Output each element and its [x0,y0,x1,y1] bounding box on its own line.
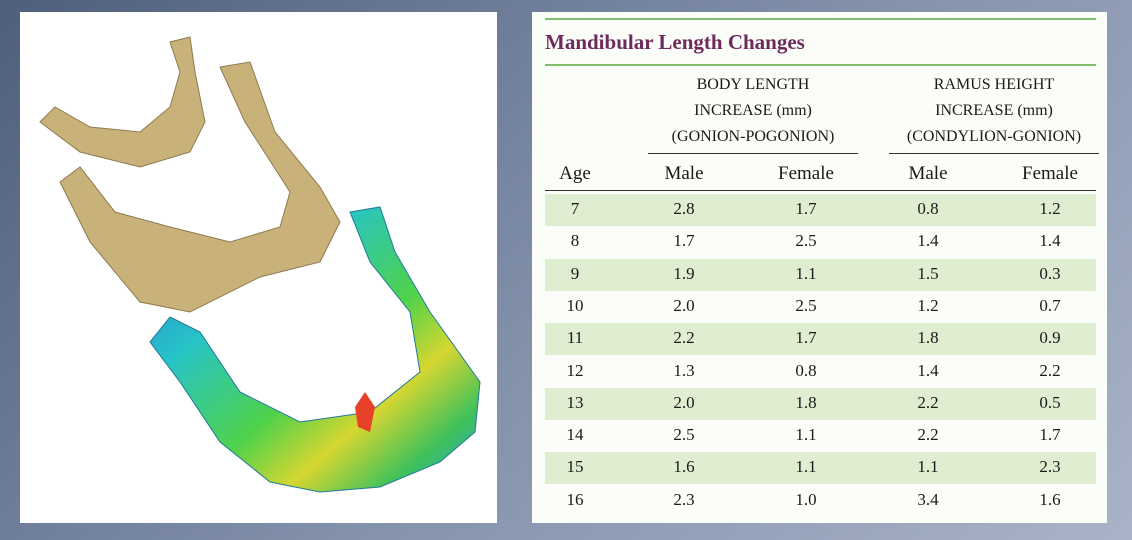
group-header-line: (CONDYLION-GONION) [906,128,1082,145]
table-cell: 2.3 [673,489,695,509]
table-cell: 1.9 [673,263,695,283]
table-cell: 1.0 [795,489,817,509]
group-header-line: BODY LENGTH [696,76,810,93]
table-cell: 12 [566,360,584,380]
table-cell: 1.6 [1039,489,1061,509]
table-panel: Mandibular Length Changes BODY LENGTH INC… [532,12,1107,523]
table-cell: 1.2 [917,295,939,315]
column-header: Male [908,163,948,184]
row-stripe [545,323,1096,356]
table-cell: 2.5 [673,425,695,445]
table-cell: 10 [566,295,584,315]
table-cell: 13 [566,392,584,412]
table-cell: 2.2 [917,392,939,412]
table-cell: 0.7 [1039,295,1061,315]
table-cell: 2.5 [795,295,817,315]
group-header-line: INCREASE (mm) [694,102,812,119]
column-header: Female [778,163,834,184]
heat-spot [355,392,375,432]
group-header-line: RAMUS HEIGHT [933,76,1055,93]
table-cell: 11 [566,328,584,348]
table-cell: 2.0 [673,295,695,315]
mandible-heatmap [149,206,481,493]
table-cell: 1.7 [1039,425,1061,445]
mandible-image [20,12,497,523]
top-rule [545,18,1096,20]
table-title: Mandibular Length Changes [545,30,805,54]
group-header-line: INCREASE (mm) [935,102,1053,119]
table-cell: 1.8 [795,392,817,412]
table-cell: 0.5 [1039,392,1061,412]
table-cell: 7 [570,199,580,218]
table-cell: 1.5 [917,263,939,283]
column-header: Age [559,163,591,184]
table-cell: 2.5 [795,231,817,251]
table-cell: 15 [566,457,584,477]
table-cell: 2.3 [1039,457,1061,477]
table-cell: 1.4 [917,231,939,251]
table-cell: 2.2 [673,328,695,348]
table-cell: 2.2 [917,425,939,445]
title-rule [545,64,1096,66]
table-cell: 16 [566,489,584,509]
column-header: Female [1022,163,1078,184]
table-cell: 9 [570,263,580,283]
table-cell: 14 [566,425,584,445]
table-cell: 1.2 [1039,199,1061,218]
mandible-drawing [39,36,481,493]
table-cell: 2.0 [673,392,695,412]
table-cell: 1.7 [795,328,817,348]
group-underline [648,153,858,154]
table-cell: 1.3 [673,360,695,380]
table-cell: 1.1 [795,457,817,477]
table-cell: 1.7 [795,199,817,218]
group-header-line: (GONION-POGONION) [671,128,835,145]
table-cell: 1.4 [917,360,939,380]
table-cell: 1.7 [673,231,695,251]
table-cell: 2.2 [1039,360,1061,380]
table-cell: 1.1 [795,425,817,445]
table-cell: 0.8 [917,199,939,218]
table-cell: 1.6 [673,457,695,477]
table-cell: 0.9 [1039,328,1061,348]
table-cell: 1.8 [917,328,939,348]
mandible-upper [39,36,206,168]
table-cell: 2.8 [673,199,695,218]
group-underline [889,153,1099,154]
column-header: Male [664,163,704,184]
row-stripe [545,387,1096,420]
table-cell: 1.4 [1039,231,1061,251]
mandible-middle [59,61,341,313]
table-cell: 8 [570,231,580,251]
table-cell: 3.4 [917,489,939,509]
table-cell: 1.1 [795,263,817,283]
row-stripe [545,258,1096,291]
row-stripe [545,194,1096,226]
table-cell: 0.8 [795,360,817,380]
header-underline [545,190,1096,191]
table-cell: 1.1 [917,457,939,477]
row-stripe [545,452,1096,485]
table-cell: 0.3 [1039,263,1061,283]
